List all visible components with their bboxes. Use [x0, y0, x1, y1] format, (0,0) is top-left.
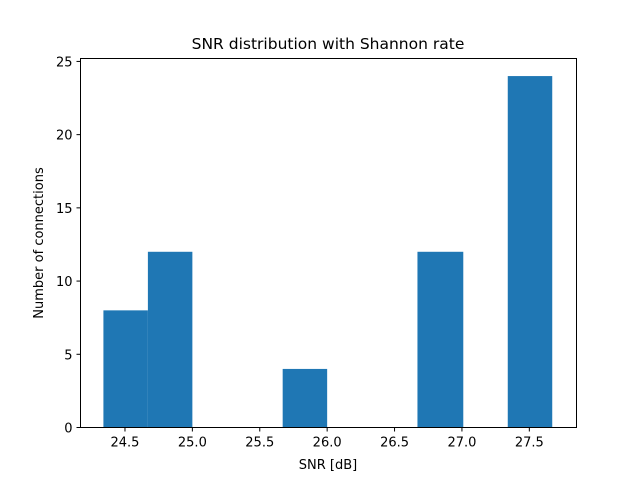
histogram-bar-7: [417, 251, 464, 428]
y-tick-label-2: 10: [56, 275, 73, 290]
y-tick-label-0: 0: [64, 422, 72, 437]
y-tick-label-4: 20: [56, 129, 73, 144]
x-tick-label-2: 25.5: [245, 436, 274, 451]
histogram-bar-1: [147, 251, 193, 428]
x-tick-label-4: 26.5: [380, 436, 409, 451]
y-axis-ticks: 0 5 10 15 20 25: [56, 55, 81, 437]
x-tick-label-5: 27.0: [447, 436, 476, 451]
chart-title: SNR distribution with Shannon rate: [192, 35, 465, 53]
x-axis-ticks: 24.5 25.0 25.5 26.0 26.5 27.0 27.5: [111, 427, 544, 451]
bars-group: [103, 76, 553, 428]
x-tick-label-0: 24.5: [111, 436, 140, 451]
y-axis-label: Number of connections: [32, 167, 47, 319]
histogram-bar-4: [282, 368, 328, 428]
y-tick-label-3: 15: [56, 202, 73, 217]
y-tick-label-1: 5: [64, 348, 72, 363]
histogram-bar-0: [103, 310, 148, 428]
x-tick-label-3: 26.0: [313, 436, 342, 451]
x-tick-label-1: 25.0: [178, 436, 207, 451]
x-tick-label-6: 27.5: [515, 436, 544, 451]
plot-frame: [80, 58, 577, 428]
histogram-bar-9: [507, 76, 553, 428]
x-axis-label: SNR [dB]: [299, 458, 357, 473]
y-tick-label-5: 25: [56, 55, 73, 70]
